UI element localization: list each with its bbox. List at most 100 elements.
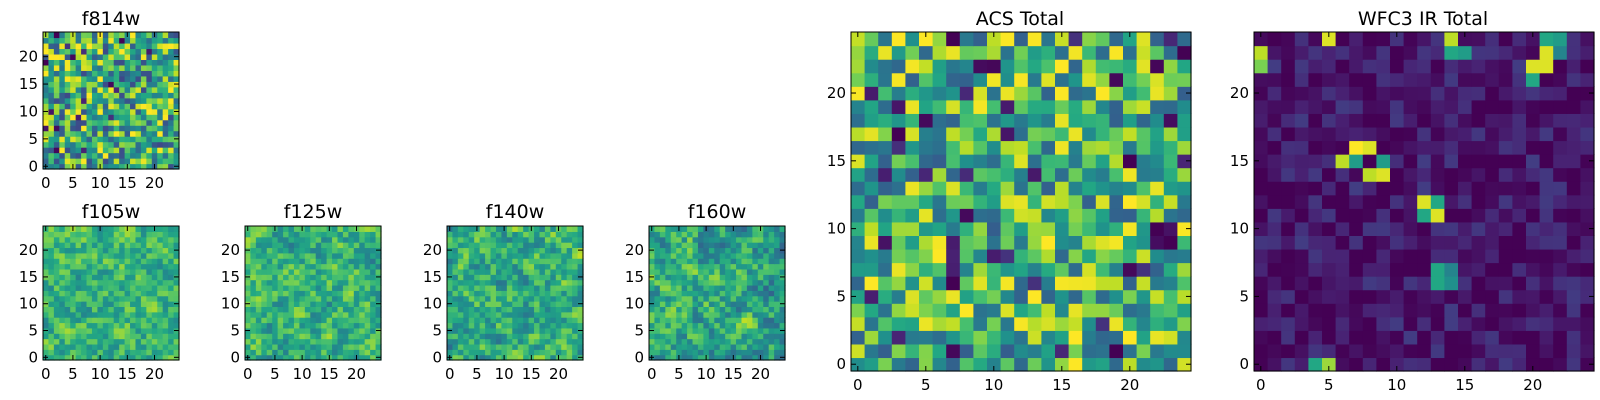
heatmap-cell [534, 322, 541, 329]
heatmap-cell [162, 125, 169, 132]
heatmap-cell [146, 338, 153, 345]
heatmap-cell [1177, 181, 1192, 196]
heatmap-cell [108, 338, 115, 345]
heatmap-cell [299, 290, 306, 297]
heatmap-cell [277, 354, 284, 361]
heatmap-cell [932, 303, 947, 318]
heatmap-cell [97, 311, 104, 318]
heatmap-cell [321, 301, 328, 307]
heatmap-cell [512, 338, 519, 345]
heatmap-cell [48, 354, 55, 361]
heatmap-cell [43, 242, 50, 249]
heatmap-cell [70, 119, 77, 126]
heatmap-cell [108, 70, 115, 77]
heatmap-cell [891, 235, 906, 250]
heatmap-cell [1566, 316, 1581, 331]
heatmap-cell [1123, 208, 1138, 223]
heatmap-cell [447, 343, 454, 350]
heatmap-cell [86, 333, 93, 340]
heatmap-cell [140, 290, 147, 297]
heatmap-cell [932, 208, 947, 223]
heatmap-cell [53, 114, 60, 121]
heatmap-cell [364, 327, 371, 334]
heatmap-cell [1000, 316, 1015, 331]
heatmap-cell [151, 349, 158, 356]
heatmap-cell [1136, 221, 1151, 236]
heatmap-cell [523, 317, 530, 324]
heatmap-cell [151, 108, 158, 115]
heatmap-cell [135, 147, 142, 154]
heatmap-cell [1150, 113, 1165, 128]
heatmap-cell [1281, 262, 1296, 277]
heatmap-cell [512, 242, 519, 249]
heatmap-cell [757, 301, 764, 307]
heatmap-cell [64, 247, 71, 254]
heatmap-cell [474, 274, 481, 281]
heatmap-cell [375, 317, 382, 324]
heatmap-cell [113, 37, 120, 44]
heatmap-cell [932, 357, 947, 372]
heatmap-cell [725, 274, 732, 281]
heatmap-cell [1553, 32, 1568, 47]
heatmap-cell [973, 154, 988, 169]
heatmap-cell [326, 290, 333, 297]
heatmap-cell [359, 290, 366, 297]
heatmap-cell [447, 263, 454, 270]
heatmap-cell [670, 295, 677, 302]
heatmap-cell [878, 45, 893, 60]
heatmap-cell [162, 42, 169, 50]
heatmap-cell [1177, 140, 1192, 155]
heatmap-cell [1430, 154, 1445, 169]
heatmap-cell [659, 349, 666, 356]
heatmap-cell [332, 343, 339, 350]
heatmap-cell [288, 333, 295, 340]
heatmap-cell [539, 343, 546, 350]
heatmap-cell [681, 295, 688, 302]
heatmap-cell [1349, 357, 1364, 372]
heatmap-cell [157, 136, 164, 143]
heatmap-cell [102, 327, 109, 334]
heatmap-cell [64, 231, 71, 238]
heatmap-cell [485, 236, 492, 243]
heatmap-cell [736, 231, 743, 238]
heatmap-cell [97, 252, 104, 259]
heatmap-cell [763, 354, 770, 361]
heatmap-cell [364, 333, 371, 340]
heatmap-cell [53, 236, 60, 243]
heatmap-cell [851, 208, 866, 223]
heatmap-cell [299, 343, 306, 350]
heatmap-cell [86, 338, 93, 345]
heatmap-cell [162, 141, 169, 148]
heatmap-cell [1335, 357, 1350, 372]
heatmap-cell [864, 262, 879, 277]
heatmap-cell [752, 247, 759, 254]
heatmap-cell [59, 53, 66, 60]
heatmap-cell [517, 354, 524, 361]
heatmap-cell [1136, 113, 1151, 128]
heatmap-cell [140, 258, 147, 265]
heatmap-cell [932, 113, 947, 128]
heatmap-cell [774, 263, 781, 270]
heatmap-cell [768, 322, 775, 329]
heatmap-cell [135, 163, 142, 170]
heatmap-cell [659, 247, 666, 254]
y-tick-label: 15 [827, 152, 846, 170]
x-tick-label: 5 [68, 174, 78, 192]
heatmap-cell [490, 252, 497, 259]
heatmap-cell [140, 147, 147, 154]
heatmap-cell [64, 119, 71, 126]
heatmap-cell [337, 279, 344, 286]
heatmap-cell [768, 279, 775, 286]
heatmap-cell [1014, 194, 1029, 209]
heatmap-cell [474, 333, 481, 340]
heatmap-cell [130, 92, 137, 99]
heatmap-cell [245, 242, 252, 249]
heatmap-cell [987, 235, 1002, 250]
heatmap-cell [261, 252, 268, 259]
heatmap-cell [1123, 357, 1138, 372]
heatmap-cell [173, 32, 180, 39]
heatmap-cell [91, 70, 98, 77]
heatmap-cell [157, 242, 164, 249]
heatmap-cell [1417, 99, 1432, 114]
heatmap-cell [649, 322, 656, 329]
